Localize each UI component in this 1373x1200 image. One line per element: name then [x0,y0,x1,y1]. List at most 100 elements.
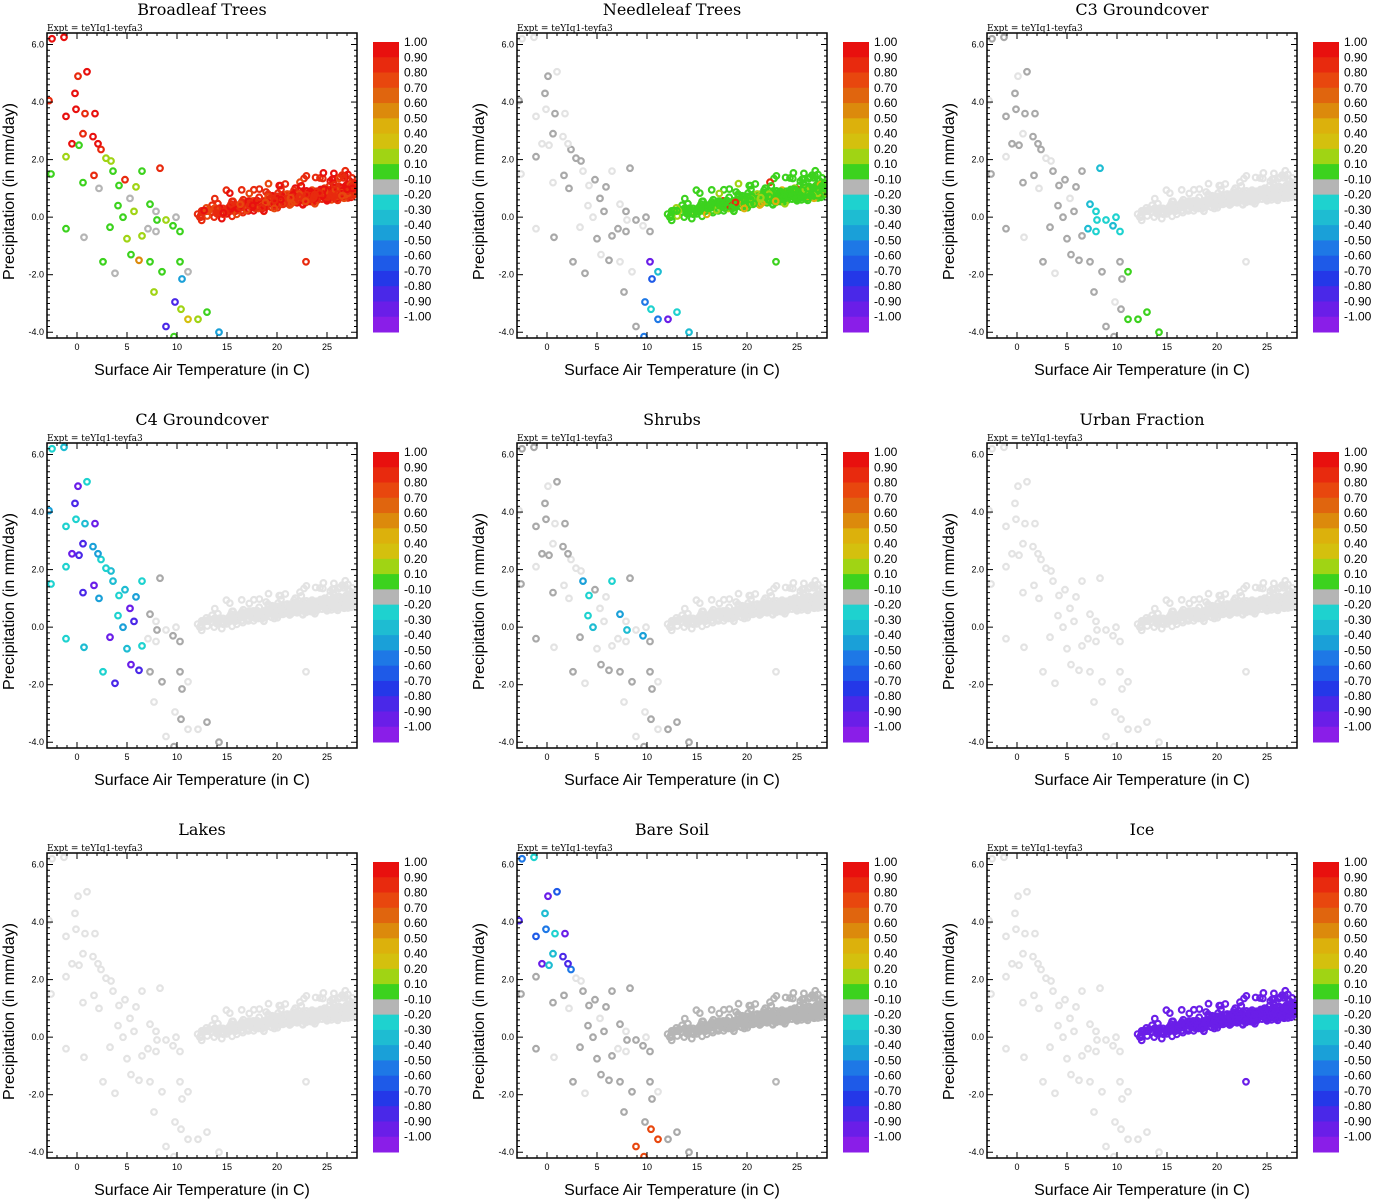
colorbar-label: 0.50 [1344,521,1368,535]
data-point [135,256,143,265]
data-point [560,581,568,590]
colorbar-label: -0.80 [404,689,432,703]
data-point [808,191,816,200]
data-point [559,132,567,141]
x-tick-label: 5 [594,342,599,352]
data-point [1215,181,1224,190]
colorbar-label: 0.90 [1344,460,1368,474]
data-point [91,929,99,938]
colorbar-label: -0.20 [874,188,902,202]
colorbar-label: -0.50 [1344,643,1372,657]
data-point [1086,667,1094,676]
data-point [79,949,87,958]
data-point [270,196,279,205]
data-point [626,574,634,583]
data-point [1059,623,1067,632]
data-point [725,193,734,202]
data-point [153,626,161,634]
data-point [648,275,656,283]
colorbar-swatch [843,558,869,575]
data-point [1084,224,1092,233]
y-tick-label: 6.0 [31,450,44,460]
data-point [532,152,540,161]
colorbar-swatch [843,619,869,636]
colorbar-label: 0.20 [874,142,898,156]
data-point [169,631,177,640]
data-point [584,201,592,210]
data-point [1112,623,1120,632]
data-point [780,603,788,612]
colorbar-label: -0.90 [874,294,902,308]
data-point [62,152,70,161]
data-point [194,725,202,734]
data-point [310,603,318,612]
colorbar-swatch [1313,467,1339,484]
data-point [1063,234,1071,243]
colorbar-swatch [373,103,399,119]
plot-frame [46,32,358,339]
data-point [673,718,681,727]
data-point [740,606,749,615]
data-point [728,613,737,622]
data-point [1061,175,1069,184]
data-point [1055,591,1063,600]
data-point [809,173,818,182]
colorbar-swatch [843,240,869,257]
data-point [987,170,995,178]
data-point [560,171,568,180]
colorbar-label: 0.60 [404,506,428,520]
y-tick-label: -4.0 [968,327,984,337]
data-point [616,610,624,619]
data-point [731,198,740,207]
data-point [1112,213,1120,222]
expt-label: Expt = teYIq1-teyfa3 [47,434,143,444]
data-point [60,33,68,42]
data-point [1109,221,1117,230]
data-point [106,223,114,232]
data-point [517,170,525,178]
colorbar-label: -0.40 [874,218,902,232]
data-point [1150,194,1159,203]
data-point [339,173,348,182]
data-point [766,588,774,597]
x-tick-label: 5 [1064,342,1069,352]
data-point [146,1077,154,1086]
data-point [132,1002,140,1011]
data-point [1210,614,1219,623]
data-point [1054,201,1062,210]
data-point [80,233,88,242]
x-tick-label: 20 [272,752,282,762]
colorbar-label: -0.70 [1344,674,1372,688]
x-axis-label: Surface Air Temperature (in C) [564,772,780,789]
data-point [1242,257,1250,266]
data-point [632,322,640,331]
data-point [695,189,704,198]
x-tick-label: 10 [1112,342,1122,352]
data-point [800,590,809,599]
data-point [1066,604,1074,613]
data-point [544,72,552,81]
data-point [323,606,331,615]
data-point [286,603,295,612]
data-point [728,203,737,212]
data-point [172,1033,180,1042]
colorbar-label: 0.80 [874,66,898,80]
data-point [311,173,320,182]
data-point [1021,109,1029,118]
data-point [639,631,647,640]
data-point [1031,109,1039,118]
colorbar-label: 0.50 [874,111,898,125]
data-point [647,305,655,314]
data-point [1134,315,1142,324]
data-point [111,1089,119,1098]
data-point [99,667,107,676]
data-point [1014,72,1022,81]
data-point [1008,139,1016,148]
data-point [608,641,616,650]
data-point [62,112,70,121]
colorbar-swatch [1313,665,1339,682]
y-tick-label: 4.0 [31,97,44,107]
panel-shrubs: Shrubs Expt = teYIq1-teyfa3 0 5 10 15 20 25 -4.0… [471,410,902,789]
colorbar-swatch [843,87,869,104]
